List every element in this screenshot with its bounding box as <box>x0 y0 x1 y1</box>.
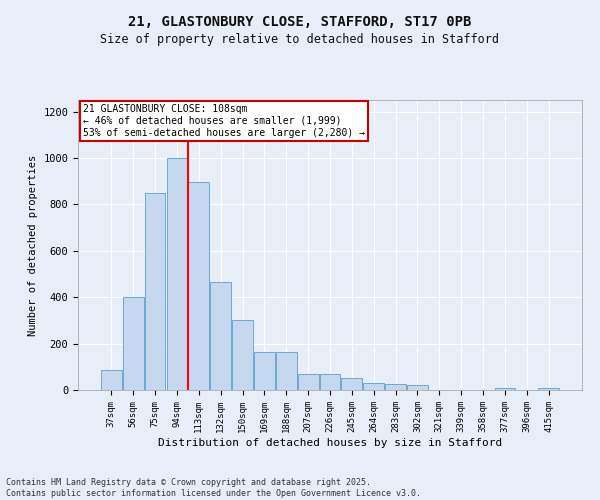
Bar <box>341 378 362 390</box>
Bar <box>232 320 253 390</box>
Bar <box>494 388 515 390</box>
Text: 21 GLASTONBURY CLOSE: 108sqm
← 46% of detached houses are smaller (1,999)
53% of: 21 GLASTONBURY CLOSE: 108sqm ← 46% of de… <box>83 104 365 138</box>
Bar <box>167 158 187 390</box>
Bar <box>123 297 143 390</box>
Bar <box>298 374 319 390</box>
X-axis label: Distribution of detached houses by size in Stafford: Distribution of detached houses by size … <box>158 438 502 448</box>
Bar <box>188 182 209 390</box>
Bar <box>254 352 275 390</box>
Text: 21, GLASTONBURY CLOSE, STAFFORD, ST17 0PB: 21, GLASTONBURY CLOSE, STAFFORD, ST17 0P… <box>128 15 472 29</box>
Bar <box>364 383 384 390</box>
Bar <box>385 384 406 390</box>
Text: Contains HM Land Registry data © Crown copyright and database right 2025.
Contai: Contains HM Land Registry data © Crown c… <box>6 478 421 498</box>
Bar <box>210 282 231 390</box>
Bar <box>538 388 559 390</box>
Y-axis label: Number of detached properties: Number of detached properties <box>28 154 38 336</box>
Text: Size of property relative to detached houses in Stafford: Size of property relative to detached ho… <box>101 32 499 46</box>
Bar <box>101 370 122 390</box>
Bar <box>145 193 166 390</box>
Bar <box>407 386 428 390</box>
Bar <box>276 352 296 390</box>
Bar <box>320 374 340 390</box>
